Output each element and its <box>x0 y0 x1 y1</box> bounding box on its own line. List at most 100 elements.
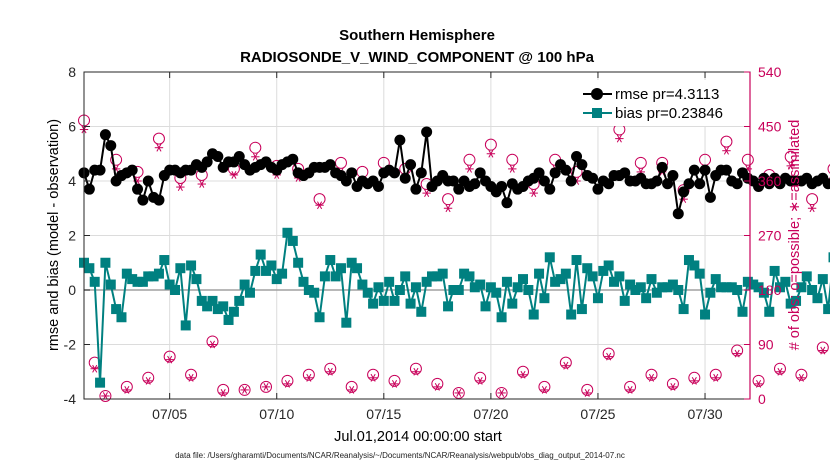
obs-possible-marker <box>409 362 422 375</box>
bias-marker <box>491 287 502 298</box>
asterisk-stroke <box>242 386 248 394</box>
obs-possible-marker <box>302 368 315 381</box>
rmse-marker <box>651 175 663 187</box>
obs-possible-marker <box>142 371 155 384</box>
bias-marker <box>319 271 330 282</box>
bias-marker <box>769 265 780 276</box>
asterisk-stroke <box>306 373 312 382</box>
rmse-marker <box>565 175 577 187</box>
obs-assimilated-marker <box>529 189 538 197</box>
obs-assimilated-marker <box>797 373 806 382</box>
bias-marker <box>373 282 384 293</box>
bias-marker <box>443 301 454 312</box>
bias-marker <box>582 263 593 274</box>
bias-marker <box>732 285 743 295</box>
asterisk-stroke <box>124 386 130 394</box>
bias-marker <box>544 252 555 263</box>
obs-assimilated-marker <box>475 376 485 385</box>
bias-marker <box>132 276 143 287</box>
rmse-marker <box>346 167 358 179</box>
x-tick-label: 07/30 <box>688 406 723 422</box>
rmse-marker <box>549 167 561 179</box>
obs-assimilated-marker <box>486 149 496 158</box>
y-right-tick-label: 180 <box>758 282 782 298</box>
bias-marker <box>507 298 518 309</box>
bias-marker <box>641 293 652 304</box>
bias-marker <box>293 257 304 268</box>
rmse-marker <box>753 180 765 192</box>
rmse-marker <box>126 164 138 176</box>
asterisk-stroke <box>327 367 333 376</box>
obs-assimilated-marker <box>583 389 592 397</box>
bias-marker <box>335 263 346 274</box>
rmse-marker <box>469 178 481 190</box>
obs-assimilated-marker <box>283 379 292 388</box>
bias-marker <box>239 279 250 290</box>
obs-assimilated-marker <box>754 379 763 388</box>
rmse-marker <box>153 194 165 206</box>
bias-marker <box>127 274 138 285</box>
asterisk-stroke <box>627 386 633 394</box>
obs-possible-marker <box>206 335 219 348</box>
obs-assimilated-marker <box>240 386 249 394</box>
bias-marker <box>212 304 223 315</box>
bias-marker <box>346 257 357 268</box>
bias-marker <box>437 268 448 279</box>
bias-marker <box>742 276 753 287</box>
bias-marker <box>164 279 175 290</box>
obs-assimilated-marker <box>454 389 463 397</box>
obs-assimilated-marker <box>465 165 474 173</box>
obs-assimilated-marker <box>443 204 453 213</box>
obs-assimilated-marker <box>122 386 132 394</box>
obs-assimilated-marker <box>165 355 174 364</box>
obs-assimilated-marker <box>433 383 442 391</box>
bias-marker <box>657 282 668 293</box>
bias-marker <box>341 317 352 328</box>
obs-possible-marker <box>334 156 347 169</box>
chart-title: Southern Hemisphere <box>339 27 495 44</box>
asterisk-stroke <box>209 340 216 349</box>
bias-marker <box>314 312 325 323</box>
obs-possible-marker <box>495 386 508 399</box>
obs-possible-marker <box>784 150 797 163</box>
asterisk-stroke <box>809 204 815 213</box>
obs-possible-marker <box>795 368 808 381</box>
obs-possible-marker <box>238 383 251 396</box>
obs-assimilated-marker <box>218 389 228 397</box>
bias-marker <box>555 274 566 285</box>
asterisk-stroke <box>424 189 430 197</box>
obs-possible-marker <box>260 380 273 393</box>
bias-marker <box>421 276 432 287</box>
obs-possible-marker <box>752 374 765 387</box>
bias-marker <box>116 312 127 323</box>
y-tick-label: 4 <box>68 173 76 189</box>
bias-marker <box>234 295 245 306</box>
rmse-marker <box>83 183 95 195</box>
obs-possible-marker <box>559 356 572 369</box>
asterisk-stroke <box>370 373 376 382</box>
bias-marker <box>362 287 373 298</box>
bias-marker <box>228 306 239 317</box>
obs-possible-marker <box>388 374 401 387</box>
rmse-marker <box>105 140 117 152</box>
rmse-marker <box>399 172 411 184</box>
bias-marker <box>111 304 122 315</box>
asterisk-stroke <box>563 361 569 370</box>
data-file-note: data file: /Users/gharamti/Documents/NCA… <box>175 451 625 460</box>
bias-marker <box>705 287 716 298</box>
legend: rmse pr=4.3113 bias pr=0.23846 <box>582 80 742 126</box>
obs-assimilated-marker <box>722 146 731 155</box>
bias-marker <box>153 268 164 279</box>
bias-marker <box>405 298 416 309</box>
bias-marker <box>416 306 427 317</box>
bias-marker <box>95 377 106 388</box>
obs-assimilated-marker <box>176 183 185 191</box>
rmse-marker <box>656 161 668 173</box>
asterisk-stroke <box>220 389 226 397</box>
rmse-marker <box>132 183 144 195</box>
bias-marker <box>700 309 711 320</box>
bias-marker <box>448 285 459 295</box>
bias-marker <box>576 304 587 315</box>
bias-marker <box>817 274 828 285</box>
bias-marker <box>459 268 470 279</box>
